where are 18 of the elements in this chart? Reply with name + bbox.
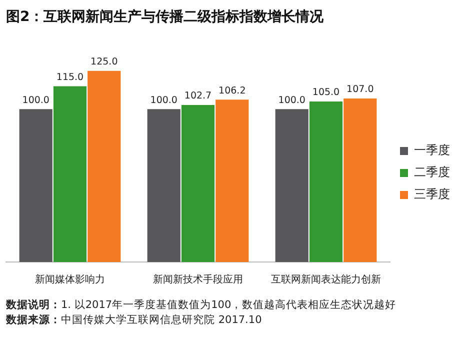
- data-label: 107.0: [346, 84, 374, 96]
- data-label: 100.0: [22, 94, 50, 106]
- data-label: 102.7: [184, 90, 212, 102]
- x-tick-label: 新闻新技术手段应用: [153, 274, 243, 286]
- data-label: 105.0: [312, 87, 340, 98]
- chart-title: 图2：互联网新闻生产与传播二级指标指数增长情况: [5, 8, 325, 27]
- data-label: 100.0: [150, 94, 178, 106]
- data-label: 106.2: [218, 85, 246, 96]
- legend-label: 一季度: [414, 143, 450, 158]
- data-label: 100.0: [278, 94, 306, 106]
- x-tick-label: 新闻媒体影响力: [35, 274, 105, 286]
- data-label: 125.0: [90, 56, 118, 68]
- x-tick-label: 互联网新闻表达能力创新: [271, 274, 381, 286]
- legend-label: 二季度: [414, 165, 450, 180]
- text: 数据说明：1. 以2017年一季度基值数值为100，数值越高代表相应生态状况越好: [6, 298, 398, 313]
- data-label: 115.0: [56, 72, 84, 83]
- legend-label: 三季度: [414, 187, 450, 202]
- source-note: 数据来源：中国传媒大学互联网信息研究院 2017.10: [6, 313, 263, 328]
